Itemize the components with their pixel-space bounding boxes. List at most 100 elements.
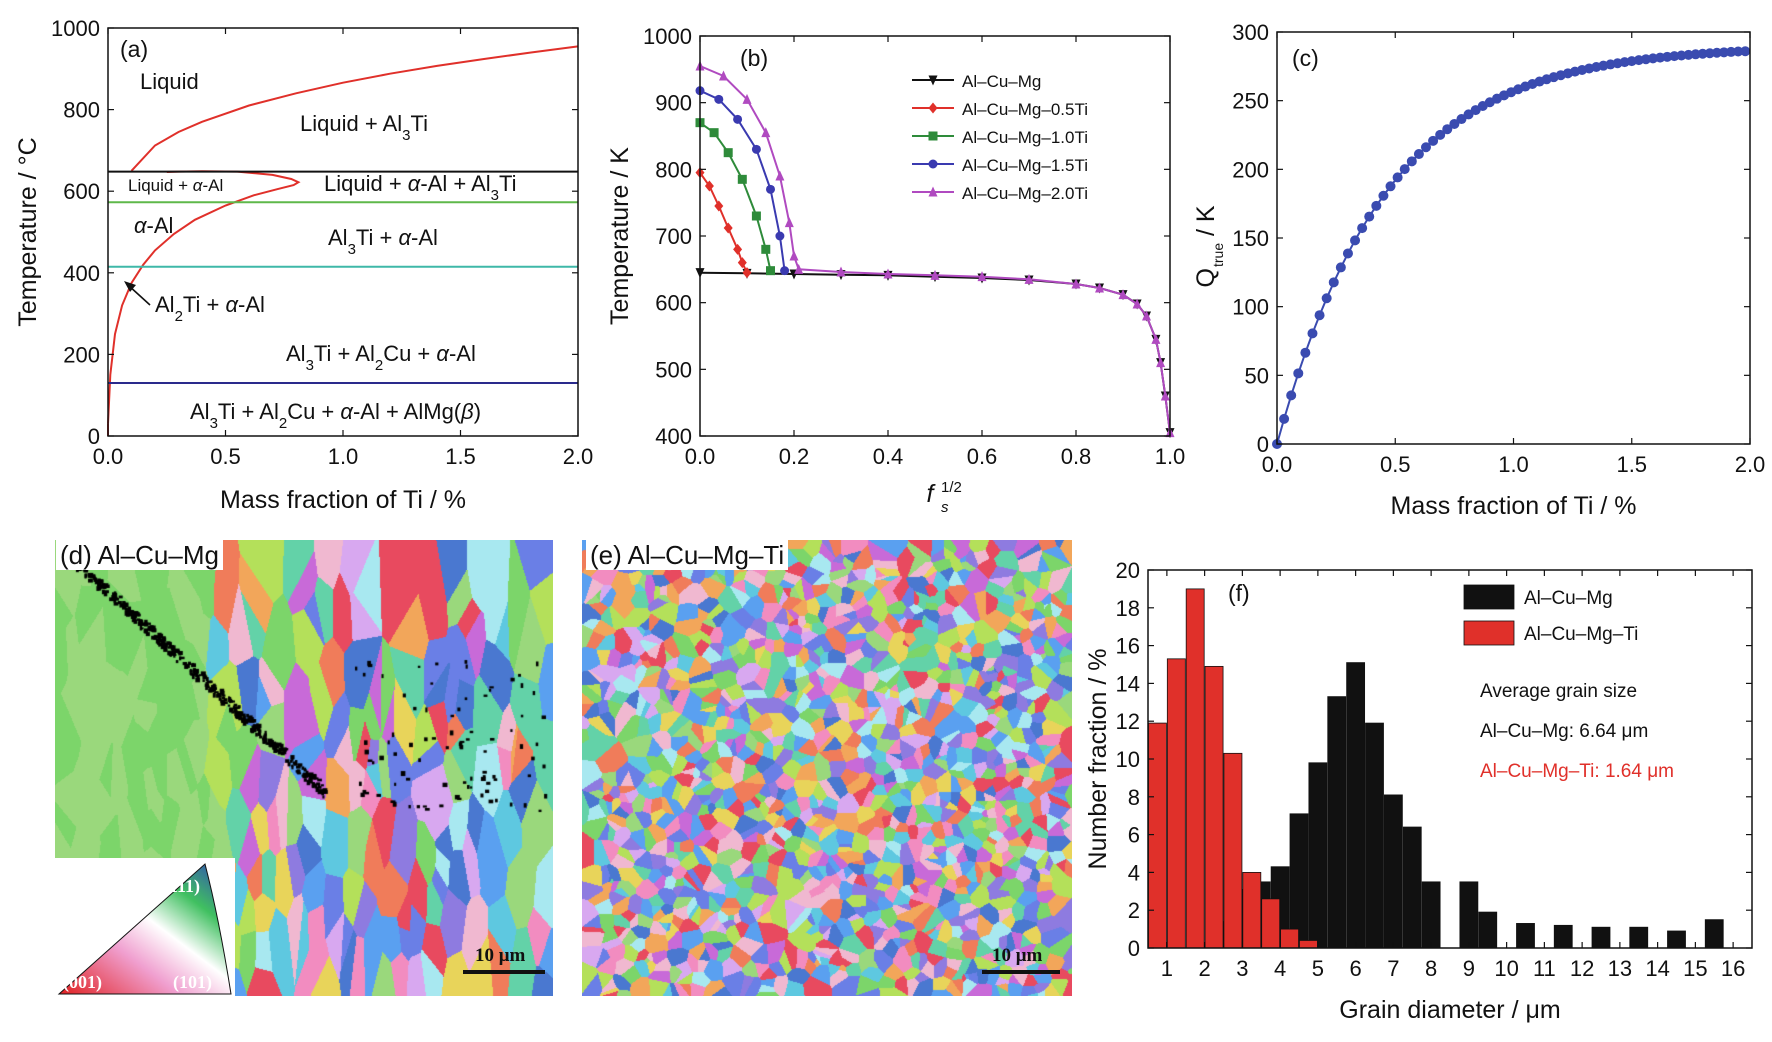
- panel-a-xtick-label: 2.0: [563, 444, 594, 469]
- panel-f-xtick-label: 6: [1350, 956, 1362, 981]
- text-span: 3: [306, 357, 314, 374]
- text-span: -Al: [238, 292, 265, 317]
- panel-a-ytick-label: 600: [63, 179, 100, 204]
- panel-a-phase-diagram: 0.0 0.5 1.0 1.5 2.0 0 200 400 600 800 1000 Mass fra…: [14, 16, 593, 514]
- data-point: [1342, 248, 1353, 259]
- data-point: [794, 263, 804, 274]
- text-span: 2: [279, 415, 287, 432]
- panel-b-xtick-label: 1.0: [1155, 444, 1186, 469]
- panel-f-ytick-label: 2: [1128, 898, 1140, 923]
- data-point: [1024, 273, 1034, 284]
- data-point: [1156, 357, 1166, 368]
- panel-f-xtick-label: 7: [1387, 956, 1399, 981]
- scale-bar-e: [982, 970, 1060, 974]
- data-point: [733, 243, 743, 255]
- text-span: 3: [491, 187, 499, 204]
- data-point: [709, 128, 719, 138]
- text-span: α: [399, 225, 413, 250]
- data-point: [1711, 47, 1722, 58]
- text-span: 3: [210, 415, 218, 432]
- data-point: [775, 231, 785, 241]
- data-point: [780, 266, 790, 276]
- legend-label: Al–Cu–Mg: [962, 72, 1041, 91]
- panel-f-xtick-label: 8: [1425, 956, 1437, 981]
- legend-label: Al–Cu–Mg: [1524, 588, 1613, 609]
- text-span: α: [340, 399, 354, 424]
- data-point: [1740, 46, 1751, 57]
- panel-b-ytick-label: 900: [655, 91, 692, 116]
- data-point: [714, 200, 724, 212]
- data-point: [1733, 46, 1744, 57]
- data-point: [1435, 129, 1446, 140]
- text-span: Ti +: [183, 292, 226, 317]
- text-span: Liquid + Al: [300, 111, 402, 136]
- phase-boundary-line: [130, 45, 579, 172]
- panel-a-xtick-label: 1.5: [445, 444, 476, 469]
- data-point: [930, 269, 940, 280]
- panel-c-ylabel-suffix: / K: [1192, 205, 1220, 236]
- text-span: -Al + Al: [420, 171, 490, 196]
- histogram-bar: [1280, 928, 1299, 949]
- ipf-triangle: [57, 863, 232, 995]
- data-point: [784, 217, 794, 228]
- data-point: [1371, 200, 1382, 211]
- histogram-bar: [1223, 752, 1243, 949]
- data-point: [928, 102, 938, 114]
- data-point: [737, 174, 747, 184]
- text-span: Liquid +: [128, 176, 193, 195]
- panel-f-ytick-label: 16: [1116, 634, 1140, 659]
- phase-region-label: Liquid: [140, 69, 199, 94]
- panel-f-ylabel: Number fraction / %: [1084, 649, 1112, 870]
- data-point: [1095, 282, 1104, 293]
- data-point: [1314, 310, 1325, 321]
- histogram-bar: [1204, 665, 1224, 949]
- panel-f-ytick-label: 14: [1116, 671, 1140, 696]
- phase-region-label: Liquid + α-Al: [128, 176, 223, 195]
- data-point: [714, 94, 724, 104]
- data-point: [883, 268, 893, 279]
- data-point: [928, 131, 938, 141]
- panel-c-ytick-label: 250: [1232, 89, 1269, 114]
- panel-label-e: (e) Al–Cu–Mg–Ti: [586, 540, 789, 570]
- data-point: [1413, 149, 1424, 160]
- panel-c-ytick-label: 300: [1232, 20, 1269, 45]
- data-point: [1718, 47, 1729, 58]
- panel-a-xtick-label: 0.0: [93, 444, 124, 469]
- histogram-bar: [1346, 662, 1366, 949]
- panel-f-xtick-label: 3: [1236, 956, 1248, 981]
- data-point: [1456, 114, 1467, 125]
- panel-a-xtick-label: 1.0: [328, 444, 359, 469]
- data-point: [1279, 413, 1290, 424]
- panel-c-ytick-label: 200: [1232, 157, 1269, 182]
- panel-c-q-true: 0.0 0.5 1.0 1.5 2.0 0 50 100 150 200 250 300 Mass fr…: [1192, 20, 1765, 520]
- ipf-label-101: (101): [173, 972, 212, 993]
- scale-bar-label-e: 10 μm: [992, 945, 1043, 966]
- data-point: [1300, 347, 1311, 358]
- legend-label: Al–Cu–Mg–Ti: [1524, 624, 1638, 645]
- histogram-bar: [1148, 722, 1167, 949]
- panel-a-ylabel: Temperature / °C: [14, 137, 42, 326]
- panel-a-label: (a): [120, 36, 148, 62]
- ipf-label-111: (111): [163, 876, 200, 897]
- data-point: [751, 211, 761, 221]
- data-point: [761, 127, 771, 138]
- text-span: 2: [175, 308, 183, 325]
- data-point: [742, 267, 752, 279]
- text-span: Al: [190, 399, 210, 424]
- text-span: -Al + AlMg(: [353, 399, 462, 424]
- panel-f-xtick-label: 2: [1199, 956, 1211, 981]
- legend-label: Al–Cu–Mg–0.5Ti: [962, 100, 1088, 119]
- data-point: [928, 186, 938, 197]
- phase-region-label: Al3Ti + α-Al: [328, 225, 438, 258]
- data-point: [742, 93, 752, 104]
- phase-region-label: α-Al: [134, 213, 173, 238]
- data-point: [1364, 211, 1375, 222]
- panel-f-ytick-label: 0: [1128, 936, 1140, 961]
- phase-region-label: Al2Ti + α-Al: [155, 292, 265, 325]
- text-span: Ti +: [356, 225, 399, 250]
- ipf-color-key: (111) (001) (101): [55, 858, 235, 996]
- text-span: α: [408, 171, 422, 196]
- text-span: Cu +: [383, 341, 436, 366]
- histogram-bar: [1299, 940, 1318, 949]
- histogram-bar: [1261, 898, 1281, 949]
